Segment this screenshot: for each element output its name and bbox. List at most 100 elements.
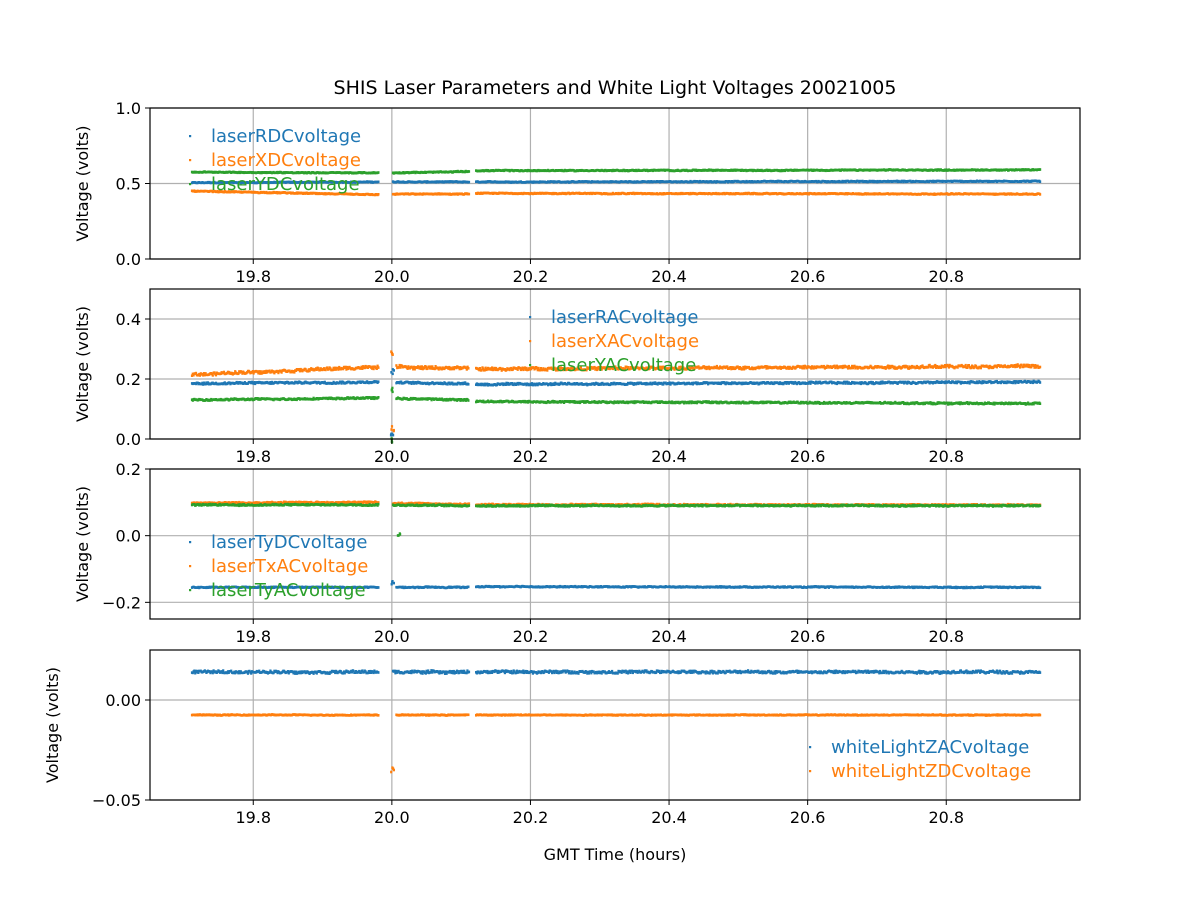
data-point	[707, 365, 710, 369]
data-point	[437, 368, 440, 371]
data-point	[558, 366, 561, 370]
data-point	[258, 370, 261, 373]
x-tick-label: 20.0	[374, 267, 410, 286]
data-point	[833, 364, 836, 368]
data-point	[579, 367, 582, 371]
data-point	[455, 366, 458, 370]
data-point	[457, 366, 460, 369]
data-point	[747, 365, 750, 369]
data-point	[519, 367, 522, 370]
data-point	[211, 374, 214, 377]
data-point	[532, 366, 535, 369]
data-point	[340, 382, 343, 385]
data-point	[521, 366, 524, 370]
data-point	[847, 367, 850, 370]
data-point	[634, 367, 637, 370]
data-point	[194, 371, 198, 375]
x-axis-label: GMT Time (hours)	[544, 845, 687, 864]
x-tick-label: 20.4	[651, 267, 687, 286]
data-point	[361, 367, 364, 370]
data-point	[308, 369, 311, 373]
data-point	[575, 368, 578, 371]
data-point	[530, 383, 533, 387]
data-point	[525, 366, 528, 370]
data-point	[981, 380, 984, 383]
data-point	[294, 369, 298, 372]
data-point	[851, 366, 854, 370]
data-point-spike	[389, 433, 393, 437]
data-point	[801, 366, 804, 370]
data-point	[847, 364, 850, 368]
data-point	[466, 365, 469, 369]
data-point	[668, 381, 671, 384]
data-point	[426, 367, 429, 370]
data-point	[339, 380, 342, 384]
data-point	[531, 382, 534, 385]
data-point	[493, 366, 496, 370]
data-point	[809, 382, 812, 385]
data-point	[808, 380, 811, 384]
data-point	[261, 371, 264, 375]
data-point	[395, 364, 398, 367]
data-point	[505, 368, 508, 372]
data-point	[658, 367, 661, 371]
data-point	[661, 367, 664, 370]
data-point	[536, 368, 539, 372]
data-point	[738, 367, 741, 371]
data-point	[499, 367, 502, 371]
data-point	[202, 374, 205, 377]
data-point	[377, 171, 380, 174]
data-point	[482, 367, 485, 370]
series-laserXACvoltage	[190, 350, 1042, 433]
data-point	[648, 367, 651, 370]
data-point	[687, 365, 690, 369]
data-point	[528, 368, 531, 371]
data-point	[595, 368, 598, 372]
data-point	[844, 382, 847, 385]
data-point	[214, 373, 218, 377]
data-point	[906, 382, 909, 385]
data-point	[779, 365, 782, 369]
data-point	[523, 366, 526, 369]
data-point	[333, 368, 336, 371]
data-point	[268, 369, 271, 373]
data-point	[729, 366, 732, 369]
data-point	[304, 367, 307, 371]
data-point	[851, 364, 854, 368]
data-point-spike	[392, 433, 395, 437]
series-laserXDCvoltage	[190, 189, 1042, 197]
data-point	[718, 367, 721, 370]
data-point	[233, 372, 236, 375]
data-point	[398, 363, 401, 367]
data-point	[541, 368, 544, 372]
y-tick-label: 0.0	[116, 250, 141, 269]
data-point	[980, 381, 983, 385]
data-point	[413, 367, 416, 371]
data-point	[943, 381, 946, 385]
legend-label: laserXDCvoltage	[211, 150, 361, 171]
data-point	[572, 367, 575, 370]
data-point	[870, 380, 873, 384]
data-point	[440, 367, 444, 371]
data-point	[298, 368, 301, 371]
data-point	[850, 382, 853, 385]
data-point	[593, 365, 596, 369]
data-point	[835, 382, 838, 386]
data-point	[522, 368, 525, 372]
data-point	[412, 367, 415, 371]
data-point	[344, 365, 347, 369]
data-point	[270, 382, 273, 385]
y-tick-label: 0.5	[116, 175, 141, 194]
legend-marker	[189, 159, 192, 162]
data-point	[293, 371, 296, 374]
data-point	[623, 367, 626, 371]
data-point	[741, 367, 744, 371]
data-point	[452, 366, 455, 369]
data-point	[458, 367, 461, 371]
data-point	[743, 365, 746, 369]
data-point	[742, 365, 745, 369]
data-point	[843, 380, 846, 384]
data-point	[418, 367, 421, 370]
data-point	[257, 371, 260, 375]
data-point	[306, 370, 310, 373]
